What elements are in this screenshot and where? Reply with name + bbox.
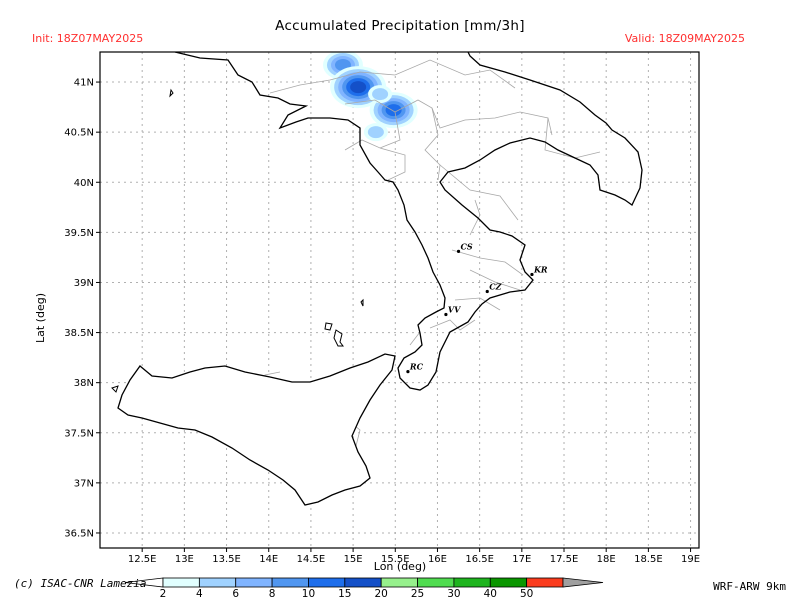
city-label: RC <box>409 362 424 372</box>
colorbar-label: 20 <box>374 588 387 600</box>
x-tick-label: 15E <box>344 554 363 565</box>
coastline-sicily <box>117 353 396 506</box>
x-tick-label: 12.5E <box>128 554 157 565</box>
precip-contour <box>385 104 402 117</box>
y-tick-label: 38N <box>74 378 94 389</box>
colorbar-bin <box>526 577 564 588</box>
y-tick-label: 41N <box>74 78 94 89</box>
colorbar-label: 25 <box>411 588 424 600</box>
colorbar-label: 4 <box>196 588 203 600</box>
x-tick-label: 18.5E <box>634 554 663 565</box>
city-dot <box>444 312 448 317</box>
colorbar-label: 40 <box>484 588 497 600</box>
colorbar-label: 50 <box>520 588 533 600</box>
x-tick-label: 16E <box>428 554 447 565</box>
y-tick-label: 37N <box>74 478 94 489</box>
colorbar-bin <box>271 577 309 588</box>
y-axis-ticks: 41N 40.5N 40N 39.5N 39N 38.5N 38N 37.5N 37N 36.5N <box>64 78 100 539</box>
colorbar-bin <box>489 577 528 588</box>
islands <box>111 88 364 393</box>
precip-contour <box>372 88 389 101</box>
colorbar-bin <box>380 577 418 588</box>
y-tick-label: 39.5N <box>64 228 94 239</box>
y-tick-label: 37.5N <box>64 428 94 439</box>
map-title: Accumulated Precipitation [mm/3h] <box>275 18 525 34</box>
init-time: Init: 18Z07MAY2025 <box>32 32 144 45</box>
colorbar-bin <box>198 577 237 588</box>
city-label: KR <box>533 264 548 274</box>
valid-time: Valid: 18Z09MAY2025 <box>624 32 745 45</box>
colorbar-label: 8 <box>269 588 276 600</box>
credit-text: (c) ISAC-CNR Lamezia <box>14 577 147 590</box>
y-tick-label: 38.5N <box>64 328 94 339</box>
colorbar: 2 4 6 8 10 15 20 25 30 40 50 <box>124 577 604 600</box>
colorbar-label: 6 <box>232 588 239 600</box>
x-tick-label: 14E <box>259 554 278 565</box>
x-tick-label: 15.5E <box>381 554 410 565</box>
x-axis-ticks: 12.5E 13E 13.5E 14E 14.5E 15E 15.5E 16E 16.5E 17E… <box>128 548 700 565</box>
model-label: WRF-ARW 9km <box>713 580 786 593</box>
colorbar-bin <box>162 577 200 588</box>
y-tick-label: 39N <box>74 278 94 289</box>
city-dot <box>530 272 534 277</box>
colorbar-label: 2 <box>160 588 167 600</box>
y-tick-label: 36.5N <box>64 528 94 539</box>
coastline-mainland <box>174 52 643 391</box>
x-tick-label: 18E <box>597 554 616 565</box>
city-dot <box>406 370 410 374</box>
city-label: CS <box>461 241 473 251</box>
x-tick-label: 17.5E <box>550 554 579 565</box>
x-tick-label: 16.5E <box>465 554 494 565</box>
x-tick-label: 14.5E <box>297 554 326 565</box>
plot-frame <box>99 51 700 549</box>
y-axis-label: Lat (deg) <box>34 293 47 343</box>
colorbar-label: 15 <box>338 588 351 600</box>
colorbar-bin <box>453 577 491 588</box>
x-tick-label: 13.5E <box>212 554 241 565</box>
x-tick-label: 17E <box>512 554 531 565</box>
plot-area <box>100 52 699 548</box>
city-dot <box>456 249 461 254</box>
city-label: CZ <box>489 281 502 291</box>
x-tick-label: 19E <box>681 554 700 565</box>
colorbar-bin <box>235 577 273 588</box>
precip-contour <box>350 81 367 94</box>
precip-contour <box>367 126 384 139</box>
x-axis-label: Lon (deg) <box>374 560 426 573</box>
city-label: VV <box>448 305 461 315</box>
colorbar-label: 30 <box>447 588 460 600</box>
city-dot <box>485 289 489 294</box>
y-tick-label: 40.5N <box>64 128 94 139</box>
colorbar-over-arrow <box>562 577 604 588</box>
colorbar-bin <box>344 577 382 588</box>
y-tick-label: 40N <box>74 178 94 189</box>
x-tick-label: 13E <box>175 554 194 565</box>
colorbar-label: 10 <box>302 588 315 600</box>
colorbar-bin <box>308 577 346 588</box>
colorbar-bin <box>417 577 455 588</box>
city-markers: CS KR CZ VV RC <box>406 241 548 374</box>
